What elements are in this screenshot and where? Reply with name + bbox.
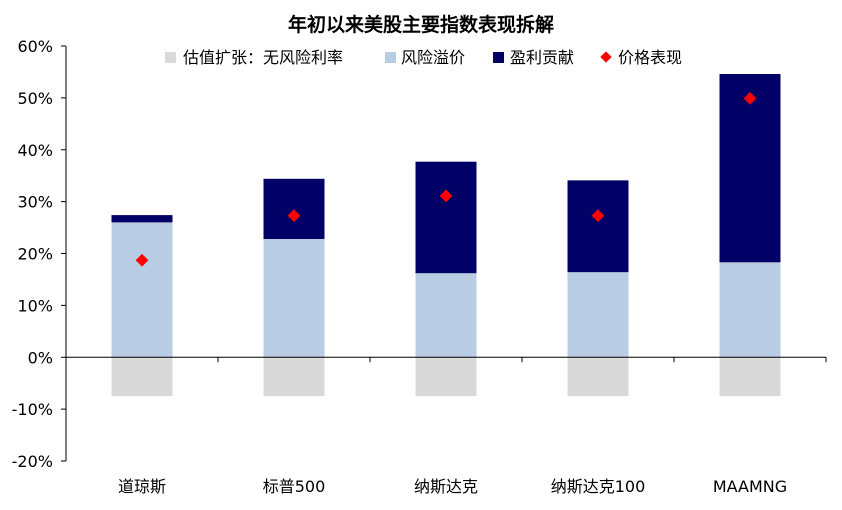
legend-label-price: 价格表现 — [618, 48, 682, 67]
x-category-label: 纳斯达克 — [414, 477, 478, 496]
bar-rf — [263, 357, 325, 397]
y-tick-label: 40% — [17, 141, 53, 160]
legend-swatch-earnings — [493, 52, 504, 63]
price-marker — [135, 253, 149, 267]
bar-risk-premium — [263, 238, 325, 358]
price-marker — [439, 189, 453, 203]
bar-rf — [111, 357, 173, 397]
bar-risk-premium — [111, 222, 173, 358]
x-category-label: MAAMNG — [713, 477, 787, 496]
bar-rf — [567, 357, 629, 397]
bar-earnings — [111, 215, 173, 223]
y-tick-label: 60% — [17, 37, 53, 56]
bar-risk-premium — [415, 273, 477, 358]
legend-swatch-risk-premium — [385, 52, 396, 63]
legend-marker-price — [600, 51, 612, 63]
y-tick-label: -20% — [12, 452, 53, 471]
x-category-label: 纳斯达克100 — [551, 477, 646, 496]
chart-title: 年初以来美股主要指数表现拆解 — [288, 13, 554, 36]
legend-label-risk-premium: 风险溢价 — [401, 48, 465, 67]
plot-area: -20% -10% 0% 10% 20% 30% 40% 50% 60% 道琼斯 标普500 纳斯达克… — [12, 37, 827, 496]
x-category-label: 道琼斯 — [118, 477, 166, 496]
y-tick-label: 10% — [17, 296, 53, 315]
y-tick-label: -10% — [12, 400, 53, 419]
legend-label-earnings: 盈利贡献 — [510, 48, 574, 67]
bar-earnings — [567, 180, 629, 273]
bar-rf — [415, 357, 477, 397]
y-tick-label: 20% — [17, 245, 53, 264]
y-tick-label: 0% — [28, 348, 53, 367]
y-tick-label: 30% — [17, 193, 53, 212]
price-marker — [287, 209, 301, 222]
legend-label-rf: 估值扩张：无风险利率 — [183, 48, 343, 67]
x-category-label: 标普500 — [263, 477, 326, 496]
bar-rf — [719, 357, 781, 397]
bar-risk-premium — [719, 262, 781, 358]
legend: 估值扩张：无风险利率 风险溢价 盈利贡献 价格表现 — [165, 48, 682, 67]
bar-risk-premium — [567, 272, 629, 358]
legend-swatch-rf — [165, 52, 176, 63]
y-tick-label: 50% — [17, 89, 53, 108]
bar-earnings — [263, 178, 325, 239]
bar-earnings — [719, 74, 781, 263]
bar-earnings — [415, 161, 477, 274]
